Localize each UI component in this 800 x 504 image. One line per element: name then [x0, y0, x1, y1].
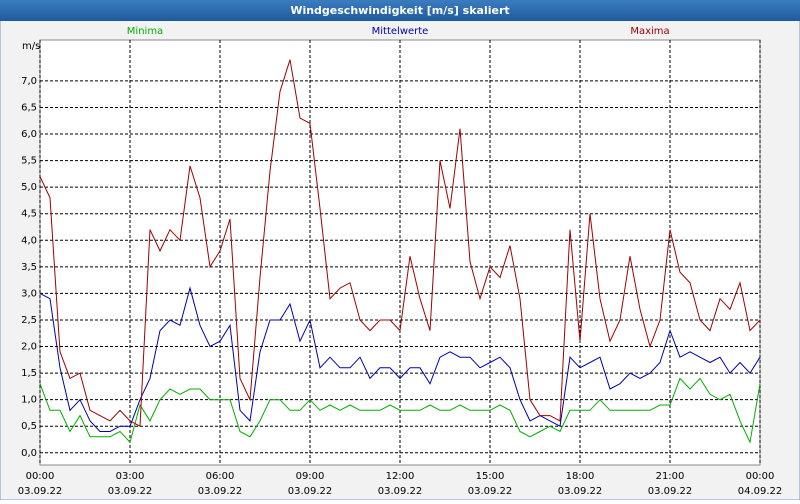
x-tick-date: 03.09.22 — [18, 486, 63, 497]
y-tick-label: 6,0 — [21, 129, 37, 140]
chart-title: Windgeschwindigkeit [m/s] skaliert — [290, 4, 509, 17]
x-tick-label: 00:00 — [26, 471, 55, 482]
y-tick-label: 0,0 — [21, 448, 37, 459]
y-tick-label: 0,5 — [21, 421, 37, 432]
x-tick-label: 15:00 — [476, 471, 505, 482]
x-tick-date: 04.09.22 — [738, 486, 783, 497]
series-line — [39, 286, 761, 432]
y-tick-label: 6,5 — [21, 102, 37, 113]
x-tick-label: 00:00 — [746, 471, 775, 482]
x-tick-date: 03.09.22 — [288, 486, 333, 497]
x-tick-date: 03.09.22 — [108, 486, 153, 497]
x-tick-date: 03.09.22 — [558, 486, 603, 497]
title-bar — [0, 0, 800, 21]
legend-entry: Mittelwerte — [372, 26, 429, 37]
x-tick-label: 09:00 — [296, 471, 325, 482]
legend-entry: Maxima — [630, 26, 669, 37]
y-tick-label: 5,5 — [21, 156, 37, 167]
series-line — [39, 59, 761, 428]
y-tick-label: 3,0 — [21, 288, 37, 299]
y-tick-label: 2,5 — [21, 315, 37, 326]
x-tick-date: 03.09.22 — [648, 486, 693, 497]
x-tick-label: 12:00 — [386, 471, 415, 482]
y-unit: m/s — [22, 41, 40, 52]
x-tick-label: 06:00 — [206, 471, 235, 482]
legend-entry: Minima — [127, 26, 163, 37]
y-tick-label: 7,0 — [21, 76, 37, 87]
y-tick-label: 4,0 — [21, 235, 37, 246]
x-tick-date: 03.09.22 — [468, 486, 513, 497]
y-tick-label: 5,0 — [21, 182, 37, 193]
y-tick-label: 1,5 — [21, 368, 37, 379]
x-tick-label: 03:00 — [116, 471, 145, 482]
x-tick-date: 03.09.22 — [378, 486, 423, 497]
y-tick-label: 2,0 — [21, 342, 37, 353]
y-tick-label: 3,5 — [21, 262, 37, 273]
x-tick-label: 21:00 — [656, 471, 685, 482]
y-tick-label: 4,5 — [21, 209, 37, 220]
x-tick-date: 03.09.22 — [198, 486, 243, 497]
y-tick-label: 1,0 — [21, 395, 37, 406]
x-tick-label: 18:00 — [566, 471, 595, 482]
series-line — [39, 377, 761, 444]
